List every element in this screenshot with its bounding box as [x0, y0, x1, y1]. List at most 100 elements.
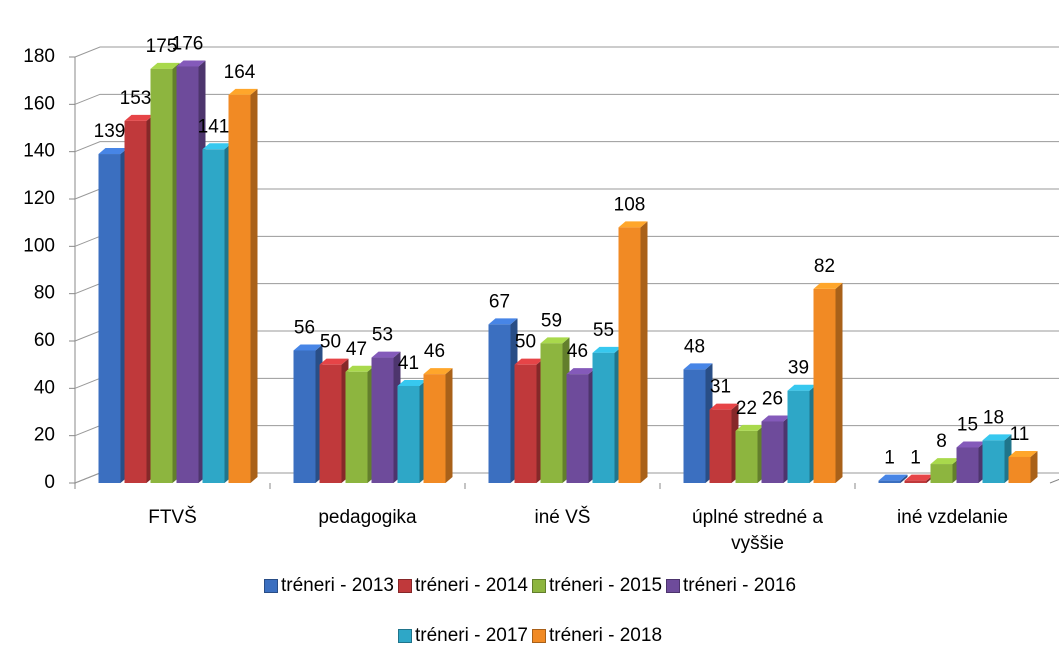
data-label: 11: [1010, 424, 1030, 445]
bar-front: [228, 94, 251, 483]
data-label: 31: [710, 377, 731, 398]
bar-top: [176, 60, 206, 67]
bar-front: [735, 430, 758, 483]
data-label: 67: [489, 291, 510, 312]
bar: [293, 344, 323, 483]
data-label: 55: [593, 320, 614, 341]
legend-label: tréneri - 2018: [549, 625, 663, 646]
bar-top: [566, 368, 596, 375]
y-tick-label: 100: [23, 235, 55, 256]
data-label: 47: [346, 339, 367, 360]
bar-side: [900, 474, 908, 483]
y-tick-label: 40: [34, 377, 55, 398]
bar-top: [618, 221, 648, 228]
data-label: 175: [146, 36, 178, 57]
legend-swatch: [397, 629, 412, 643]
legend-swatch: [666, 579, 681, 593]
bar-front: [345, 371, 368, 483]
bar-top: [683, 363, 713, 370]
bar-front: [150, 68, 173, 483]
bar-front: [930, 464, 953, 483]
bar-front: [566, 374, 589, 483]
bar-side: [445, 368, 453, 483]
bar-side: [1030, 450, 1038, 483]
data-label: 15: [957, 415, 978, 436]
data-label: 48: [684, 336, 705, 357]
grid-line: [74, 46, 1059, 58]
bar: [813, 282, 843, 483]
bar-top: [371, 351, 401, 358]
legend-swatch: [263, 579, 278, 593]
data-label: 50: [515, 332, 536, 353]
legend-item: tréneri - 2013: [263, 575, 394, 597]
bar: [878, 474, 908, 483]
bar: [423, 368, 453, 483]
bar-side: [250, 88, 258, 483]
bar-top: [709, 403, 739, 410]
legend: tréneri - 2013 tréneri - 2014 tréneri - 20…: [240, 575, 820, 647]
bar: [956, 441, 986, 483]
y-tick-label: 60: [34, 330, 55, 351]
x-tick-label: iné vzdelanie: [897, 507, 1008, 528]
legend-swatch: [532, 579, 546, 593]
bar-top: [345, 365, 375, 372]
bar-top: [540, 337, 570, 344]
y-tick-label: 20: [34, 425, 55, 446]
bar: [735, 424, 765, 483]
data-label: 82: [814, 256, 835, 277]
bar: [930, 458, 960, 483]
bar-front: [124, 120, 147, 484]
data-label: 176: [172, 33, 204, 54]
bar-front: [982, 440, 1005, 483]
bar: [683, 363, 713, 483]
y-tick-label: 160: [23, 93, 55, 114]
bar-top: [930, 458, 960, 465]
bar-front: [878, 480, 901, 483]
data-label: 108: [614, 194, 646, 215]
bar: [202, 143, 232, 484]
bar-front: [176, 66, 199, 483]
x-tick-label: FTVŠ: [148, 507, 197, 528]
bar-top: [150, 62, 180, 69]
data-label: 8: [936, 431, 947, 452]
bar-top: [761, 415, 791, 422]
bar: [592, 346, 622, 483]
bar: [514, 358, 544, 483]
data-label: 26: [762, 388, 783, 409]
bar-side: [640, 221, 648, 483]
data-label: 53: [372, 325, 393, 346]
bar-front: [202, 149, 225, 484]
bar-top: [592, 346, 622, 353]
data-label: 50: [320, 332, 341, 353]
bar: [150, 62, 180, 483]
bar: [124, 114, 154, 484]
bar-top: [1008, 450, 1038, 457]
bar-top: [878, 474, 908, 481]
bar-front: [293, 350, 316, 483]
bar: [488, 318, 518, 483]
bar-top: [423, 368, 453, 375]
bar-front: [488, 324, 511, 483]
bar-top: [982, 434, 1012, 441]
bar-front: [761, 421, 784, 483]
legend-item: tréneri - 2015: [532, 575, 662, 597]
y-tick-label: 0: [44, 472, 55, 493]
bar: [319, 358, 349, 483]
x-tick-label: úplné stredné a vyššie: [692, 507, 823, 554]
data-label: 153: [120, 88, 152, 109]
legend-label: tréneri - 2017: [414, 625, 528, 646]
bar-top: [514, 358, 544, 365]
bar-top: [787, 384, 817, 391]
y-tick-label: 140: [23, 141, 55, 162]
data-label: 46: [424, 341, 445, 362]
bar-top: [319, 358, 349, 365]
bar-top: [735, 424, 765, 431]
bar-top: [124, 114, 154, 121]
x-tick-label: pedagogika: [318, 507, 417, 528]
bar-front: [319, 364, 342, 483]
legend-item: tréneri - 2016: [666, 575, 796, 597]
legend-item: tréneri - 2018: [532, 625, 662, 647]
bar-front: [98, 154, 121, 484]
